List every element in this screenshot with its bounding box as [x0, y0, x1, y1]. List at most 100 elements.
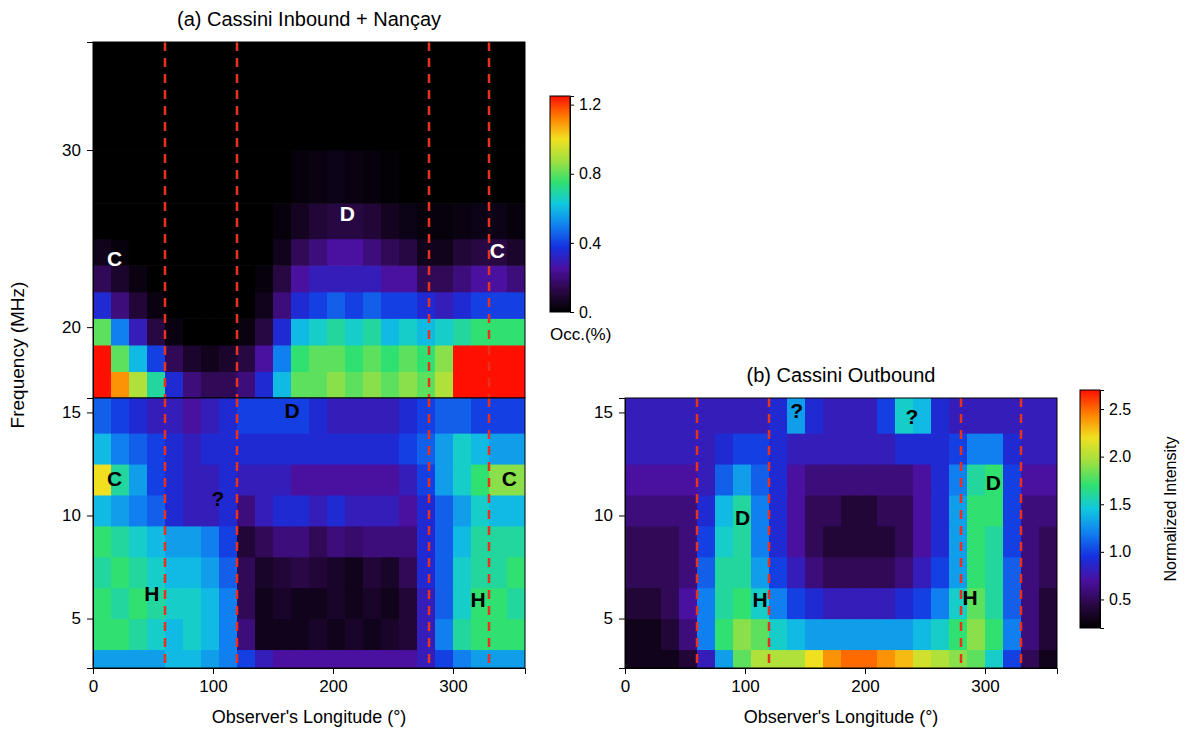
annotation: D: [285, 399, 300, 422]
x-axis-tick-mark: [333, 668, 334, 674]
heatmap-cell: [697, 433, 716, 465]
heatmap-cell: [111, 588, 130, 620]
heatmap-cell: [507, 318, 525, 345]
heatmap-cell: [93, 42, 112, 151]
annotation: H: [144, 582, 159, 605]
colorbar-axis-tick-mark: [1100, 457, 1104, 458]
heatmap-cell: [147, 619, 166, 651]
heatmap-cell: [985, 649, 1004, 668]
heatmap-cell: [399, 433, 418, 465]
heatmap-cell: [643, 588, 662, 620]
heatmap-cell: [147, 42, 166, 151]
y-axis-line: [87, 43, 94, 399]
heatmap-cell: [381, 292, 400, 319]
heatmap-cell: [625, 619, 644, 651]
heatmap-cell: [147, 318, 166, 345]
y-axis-line: [619, 399, 626, 669]
heatmap-cell: [787, 588, 806, 620]
heatmap-cell: [489, 526, 508, 558]
heatmap-cell: [237, 345, 256, 372]
heatmap-cell: [507, 42, 525, 151]
annotation: ?: [905, 405, 918, 428]
heatmap-cell: [625, 588, 644, 620]
heatmap-cell: [417, 433, 436, 465]
heatmap-cell: [913, 464, 932, 496]
heatmap-cell: [237, 526, 256, 558]
heatmap-cell: [769, 649, 788, 668]
heatmap-cell: [733, 557, 752, 589]
heatmap-cell: [183, 649, 202, 668]
heatmap-cell: [733, 464, 752, 496]
reference-line: [428, 398, 431, 668]
heatmap-cell: [679, 398, 698, 434]
reference-line: [236, 398, 239, 668]
heatmap-cell: [129, 371, 148, 398]
heatmap-cell: [93, 649, 112, 668]
heatmap-cell: [237, 239, 256, 266]
heatmap-cell: [417, 42, 436, 151]
heatmap-cell: [165, 292, 184, 319]
heatmap-cell: [327, 526, 346, 558]
heatmap-cell: [697, 464, 716, 496]
annotation: ?: [211, 487, 224, 510]
colorbar-axis-tick-label: 1.5: [1109, 496, 1131, 513]
annotation: C: [490, 239, 505, 262]
heatmap-cell: [697, 398, 716, 434]
heatmap-cell: [309, 42, 328, 151]
x-axis-title: Observer's Longitude (°): [744, 707, 939, 727]
heatmap-cell: [363, 588, 382, 620]
heatmap-cell: [733, 398, 752, 434]
heatmap-cell: [1021, 526, 1040, 558]
heatmap-cell: [489, 619, 508, 651]
heatmap-cell: [787, 433, 806, 465]
heatmap-cell: [625, 398, 644, 434]
heatmap-cell: [489, 345, 508, 372]
heatmap-cell: [435, 292, 454, 319]
heatmap-cell: [291, 649, 310, 668]
heatmap-cell: [453, 495, 472, 527]
y-axis-title: Frequency (MHz): [7, 282, 28, 429]
heatmap-cell: [93, 495, 112, 527]
heatmap-cell: [751, 398, 770, 434]
heatmap-cell: [507, 526, 525, 558]
heatmap-cell: [381, 526, 400, 558]
heatmap-cell: [183, 150, 202, 204]
heatmap-cell: [201, 526, 220, 558]
heatmap-cell: [165, 265, 184, 292]
heatmap-cell: [417, 150, 436, 204]
heatmap-cell: [435, 464, 454, 496]
plot-frame: [93, 398, 525, 668]
heatmap-cell: [129, 649, 148, 668]
heatmap-cell: [697, 619, 716, 651]
heatmap-cell: [363, 150, 382, 204]
heatmap-cell: [435, 203, 454, 239]
x-axis-tick: 0: [89, 668, 98, 696]
heatmap-cell: [895, 649, 914, 668]
x-axis-tick-label: 100: [731, 677, 759, 696]
heatmap-cell: [895, 588, 914, 620]
annotation: D: [735, 506, 750, 529]
heatmap-cell: [507, 239, 525, 266]
heatmap-cell: [751, 433, 770, 465]
y-axis-tick: 20: [62, 318, 93, 337]
heatmap-cell: [643, 495, 662, 527]
heatmap-cell: [715, 526, 734, 558]
y-axis-tick: 5: [72, 609, 93, 628]
colorbar-axis-tick-label: 1.2: [579, 96, 601, 113]
heatmap-cell: [489, 398, 508, 434]
heatmap-cell: [489, 265, 508, 292]
x-axis: 0100200300: [89, 668, 526, 696]
colorbar-axis-tick-mark: [570, 243, 574, 244]
heatmap-cell: [183, 318, 202, 345]
heatmap-cell: [255, 588, 274, 620]
panel-title: (b) Cassini Outbound: [747, 364, 936, 386]
heatmap-cell: [147, 649, 166, 668]
heatmap-cell: [985, 464, 1004, 496]
heatmap-cell: [111, 649, 130, 668]
heatmap-cell: [129, 495, 148, 527]
heatmap-cell: [769, 495, 788, 527]
heatmap-cell: [435, 495, 454, 527]
heatmap-cell: [805, 464, 824, 496]
heatmap-cell: [237, 150, 256, 204]
heatmap-cell: [165, 495, 184, 527]
